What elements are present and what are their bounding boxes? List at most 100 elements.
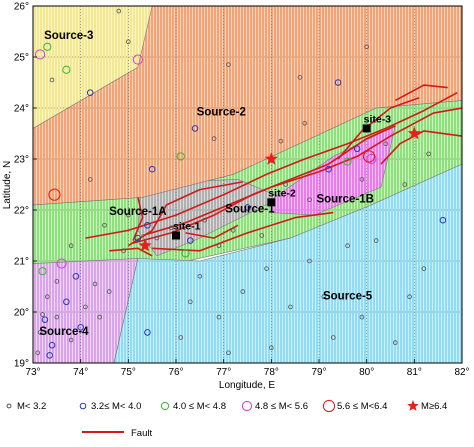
legend-circle-icon — [241, 400, 253, 412]
event-marker — [362, 150, 376, 163]
event-marker — [132, 54, 143, 65]
event-marker — [230, 228, 236, 233]
legend-label: M≥6.4 — [421, 401, 447, 412]
event-marker — [330, 335, 336, 340]
fault-line — [185, 224, 239, 239]
zone-source-4 — [33, 258, 139, 363]
event-marker — [366, 153, 377, 165]
event-marker — [44, 294, 50, 300]
x-tick-label: 77° — [216, 367, 231, 378]
event-marker — [216, 243, 222, 249]
event-marker — [72, 273, 80, 280]
event-marker — [37, 330, 43, 335]
y-tick-label: 19° — [14, 359, 29, 370]
large-event-star — [264, 152, 278, 165]
site-label-3: site-3 — [364, 113, 392, 125]
legend-circle-icon — [6, 403, 12, 409]
event-marker — [216, 314, 222, 320]
legend-circle-icon — [160, 401, 170, 411]
event-marker — [62, 65, 71, 74]
event-marker — [226, 350, 231, 356]
event-marker — [278, 138, 284, 144]
zone-label-source-4: Source-4 — [39, 326, 89, 338]
fault-line — [85, 91, 458, 239]
event-marker — [87, 177, 93, 182]
event-marker — [126, 39, 131, 44]
site-label-2: site-2 — [268, 187, 296, 199]
zone-source-5 — [113, 163, 462, 363]
event-marker — [364, 44, 369, 50]
legend-label: 4.0 ≤ M< 4.8 — [173, 401, 226, 412]
x-tick-label: 76° — [168, 367, 183, 378]
event-marker — [240, 289, 246, 294]
event-marker — [402, 182, 408, 187]
x-axis-label: Longitude, E — [219, 380, 275, 391]
x-tick-label: 78° — [264, 367, 279, 378]
event-marker — [373, 238, 379, 243]
x-tick-label: 82° — [454, 367, 469, 378]
event-marker — [439, 216, 447, 224]
zone-label-source-1b: Source-1B — [316, 193, 374, 205]
event-marker — [144, 329, 151, 336]
event-marker — [35, 49, 46, 60]
event-marker — [426, 151, 431, 157]
y-tick-label: 22° — [14, 206, 29, 217]
event-marker — [302, 121, 308, 126]
event-marker — [116, 8, 122, 14]
event-marker — [297, 75, 303, 80]
legend-star-icon — [407, 400, 419, 411]
event-marker — [288, 304, 293, 310]
site-marker-2 — [267, 198, 276, 207]
site-label-1: site-1 — [173, 221, 201, 233]
legend: M< 3.2 3.2≤ M< 4.0 4.0 ≤ M< 4.8 4.8 ≤ M< 5.… — [6, 399, 447, 439]
event-marker — [345, 243, 350, 249]
fault-line — [109, 247, 153, 257]
x-tick-label: 81° — [407, 367, 422, 378]
event-marker — [63, 298, 70, 306]
event-marker — [202, 217, 207, 223]
fault-line — [142, 107, 462, 237]
event-marker — [244, 204, 251, 211]
event-marker — [168, 225, 174, 231]
fault-line — [132, 197, 144, 241]
event-marker — [383, 141, 389, 147]
legend-label: 5.6 ≤ M<6.4 — [337, 401, 387, 412]
zone-label-source-3: Source-3 — [44, 30, 93, 42]
plot-frame — [32, 5, 463, 364]
zone-source-3 — [33, 6, 153, 129]
event-marker — [325, 165, 332, 173]
event-marker — [407, 294, 412, 300]
x-tick-label: 75° — [121, 367, 136, 378]
event-marker — [187, 237, 194, 244]
y-axis-label: Latitude, N — [2, 161, 13, 209]
zone-label-source-5: Source-5 — [323, 290, 373, 302]
event-marker — [264, 266, 269, 271]
event-marker — [43, 42, 52, 51]
legend-circle-icon — [79, 402, 87, 410]
fault-line — [394, 84, 448, 102]
event-marker — [38, 267, 47, 276]
x-tick-label: 74° — [73, 367, 88, 378]
event-marker — [353, 145, 361, 153]
event-marker — [48, 341, 56, 349]
site-marker-3 — [362, 124, 371, 133]
zone-label-source-2: Source-2 — [197, 107, 246, 119]
event-marker — [134, 234, 142, 242]
event-marker — [359, 314, 365, 320]
event-marker — [226, 62, 231, 67]
legend-fault-label: Fault — [131, 428, 152, 439]
event-marker — [191, 125, 199, 132]
event-marker — [197, 273, 203, 279]
zone-label-source-1a: Source-1A — [109, 206, 167, 218]
large-event-star — [407, 126, 421, 140]
event-marker — [126, 212, 131, 218]
y-tick-label: 21° — [14, 257, 29, 268]
x-tick-label: 73° — [25, 367, 40, 378]
event-marker — [188, 299, 193, 305]
event-marker — [343, 157, 352, 166]
event-marker — [144, 222, 151, 229]
site-marker-1 — [172, 231, 180, 240]
y-tick-label: 20° — [14, 308, 29, 319]
event-marker — [148, 165, 156, 173]
zone-label-source-1: Source-1 — [225, 204, 275, 216]
